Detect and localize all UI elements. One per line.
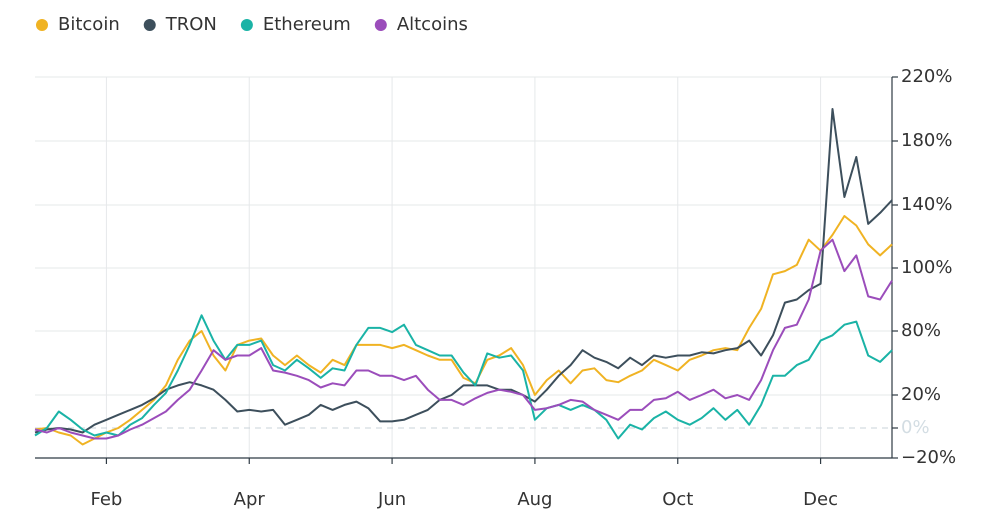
x-tick-label: Oct <box>662 489 693 510</box>
legend-dot <box>36 19 48 31</box>
legend-dot <box>143 19 156 31</box>
y-tick-label: 220% <box>901 66 952 87</box>
series-line <box>34 215 893 446</box>
x-tick-label: Jun <box>377 489 406 510</box>
y-tick-label: 0% <box>901 417 930 438</box>
x-tick-label: Dec <box>803 489 838 510</box>
series-line <box>34 108 893 434</box>
x-tick-label: Aug <box>517 489 552 510</box>
y-tick-label: −20% <box>901 447 956 468</box>
series-line <box>34 314 893 440</box>
y-tick-label: 20% <box>901 384 941 405</box>
legend-label: Bitcoin <box>58 14 120 35</box>
y-tick-label: 100% <box>901 257 952 278</box>
legend-label: Altcoins <box>397 14 468 35</box>
y-tick-label: 140% <box>901 194 952 215</box>
y-tick-label: 80% <box>901 320 941 341</box>
legend-label: TRON <box>165 14 217 35</box>
legend-dot <box>374 19 387 31</box>
series-line <box>34 238 893 440</box>
x-tick-label: Apr <box>234 489 266 510</box>
y-tick-label: 180% <box>901 130 952 151</box>
x-tick-label: Feb <box>90 489 122 510</box>
legend-label: Ethereum <box>263 14 351 35</box>
legend-dot <box>240 19 253 31</box>
